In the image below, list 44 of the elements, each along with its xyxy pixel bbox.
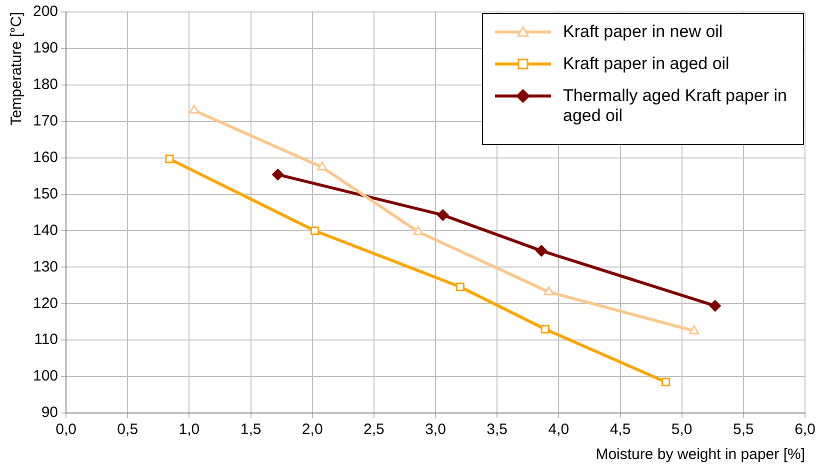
x-tick-label: 4,5 — [610, 421, 631, 438]
x-tick-label: 3,0 — [425, 421, 446, 438]
x-tick-label: 0,0 — [56, 421, 76, 438]
y-tick-label: 200 — [32, 3, 58, 20]
y-axis-title: Temperature [°C] — [8, 12, 26, 126]
point — [662, 378, 670, 386]
y-tick-label: 130 — [32, 258, 58, 276]
x-tick-label: 1,0 — [178, 421, 200, 438]
y-tick-label: 110 — [34, 331, 58, 348]
y-tick-label: 120 — [32, 294, 58, 312]
x-tick-label: 5,5 — [732, 421, 754, 438]
legend-label: Thermally aged Kraft paper in aged oil — [563, 86, 788, 126]
x-tick-label: 3,5 — [486, 421, 508, 438]
point — [165, 154, 174, 164]
legend-label: Kraft paper in aged oil — [563, 54, 730, 74]
point — [437, 209, 449, 221]
point — [709, 300, 721, 312]
y-tick-label: 90 — [41, 404, 58, 422]
x-axis-title: Moisture by weight in paper [%] — [596, 446, 805, 464]
point — [413, 226, 424, 236]
y-tick-label: 160 — [32, 148, 58, 166]
y-tick-label: 180 — [32, 76, 58, 94]
y-tick-label: 100 — [32, 368, 58, 385]
point — [456, 282, 464, 292]
point — [540, 324, 550, 334]
point — [689, 325, 700, 334]
point — [189, 104, 200, 114]
point — [317, 162, 328, 171]
y-tick-label: 170 — [32, 112, 58, 130]
point — [536, 245, 548, 257]
y-tick-label: 150 — [32, 185, 58, 202]
x-tick-label: 0,5 — [117, 421, 138, 438]
y-tick-label: 140 — [32, 222, 58, 239]
point — [310, 226, 320, 236]
x-tick-label: 5,0 — [671, 421, 692, 438]
legend-label: Kraft paper in new oil — [563, 22, 723, 42]
y-tick-label: 190 — [32, 40, 58, 57]
point — [272, 168, 284, 180]
x-tick-label: 6,0 — [794, 421, 816, 438]
x-tick-label: 4,0 — [548, 421, 570, 438]
x-tick-label: 1,5 — [240, 421, 262, 438]
point — [544, 286, 554, 296]
x-tick-label: 2,5 — [364, 421, 384, 438]
x-tick-label: 2,0 — [302, 421, 323, 438]
